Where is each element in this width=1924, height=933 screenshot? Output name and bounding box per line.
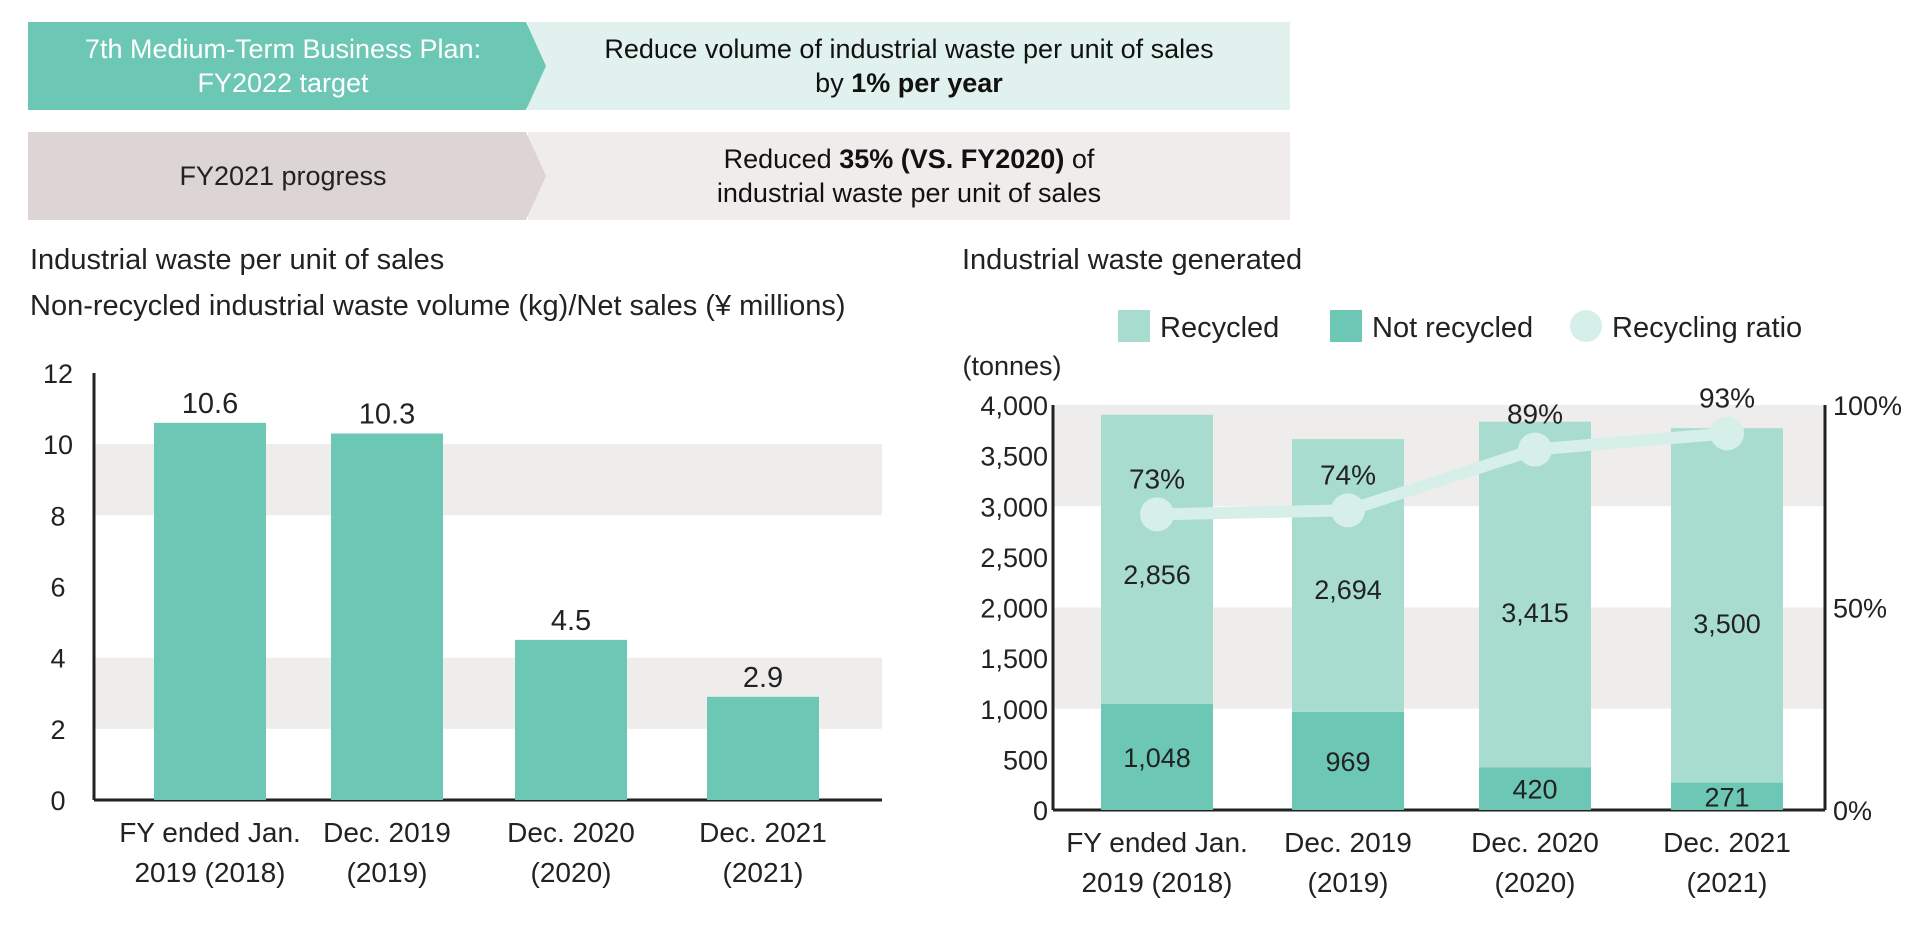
target-banner: 7th Medium-Term Business Plan: FY2022 ta… xyxy=(28,22,1290,110)
chart2-x-tick-label: (2021) xyxy=(1687,867,1768,898)
chart2-x-tick-label: Dec. 2019 xyxy=(1284,827,1412,858)
target-banner-label: 7th Medium-Term Business Plan: FY2022 ta… xyxy=(28,22,538,110)
chart2-bar-recycled xyxy=(1671,428,1783,783)
chart2-data-label-not-recycled: 969 xyxy=(1325,747,1370,777)
progress-banner-text: Reduced 35% (VS. FY2020) of industrial w… xyxy=(528,132,1290,220)
chart2-ratio-point xyxy=(1331,493,1365,528)
chart2-y-tick-label: 3,500 xyxy=(980,442,1048,472)
chart2-legend-label: Not recycled xyxy=(1372,312,1533,344)
chart1-y-tick-label: 4 xyxy=(50,644,65,674)
chart2-data-label-recycled: 3,500 xyxy=(1693,609,1761,639)
chart2-bar-not-recycled xyxy=(1292,711,1404,810)
chart1-x-tick-label: Dec. 2021 xyxy=(699,817,827,848)
chart2-bar-recycled xyxy=(1479,421,1591,768)
chart2-legend-swatch xyxy=(1330,310,1362,342)
chart2-y-tick-label: 1,500 xyxy=(980,644,1048,674)
chart2-ratio-label: 93% xyxy=(1699,382,1755,413)
target-banner-text-prefix: by xyxy=(815,68,852,98)
chart2-data-label-recycled: 3,415 xyxy=(1501,598,1569,628)
chart1-x-tick-label: FY ended Jan. xyxy=(119,817,301,848)
target-banner-label-line1: 7th Medium-Term Business Plan: xyxy=(84,34,482,64)
chart1-bar xyxy=(707,696,819,800)
chart2-ratio-label: 73% xyxy=(1129,463,1185,494)
progress-banner-text-line1: Reduced 35% (VS. FY2020) of xyxy=(717,142,1101,176)
chart2-y-tick-label: 500 xyxy=(1003,745,1048,775)
chart2-legend-swatch xyxy=(1118,310,1150,342)
chart2-ratio-label: 89% xyxy=(1507,399,1563,430)
chart2-data-label-recycled: 2,856 xyxy=(1123,560,1191,590)
target-banner-text-line2: by 1% per year xyxy=(604,66,1213,100)
target-banner-label-line2: FY2022 target xyxy=(197,68,369,98)
progress-text-prefix: Reduced xyxy=(723,144,840,174)
chart1-y-tick-label: 10 xyxy=(43,430,73,460)
chart2-ratio-label: 74% xyxy=(1320,459,1376,490)
chart2-bar-recycled xyxy=(1101,414,1213,704)
target-banner-text-bold: 1% per year xyxy=(851,68,1003,98)
chart2-y2-tick-label: 100% xyxy=(1833,391,1902,421)
progress-banner-label-text: FY2021 progress xyxy=(179,161,387,191)
progress-banner-label: FY2021 progress xyxy=(28,132,538,220)
chart2-bar-not-recycled xyxy=(1671,782,1783,810)
chart2-ratio-point xyxy=(1140,497,1174,532)
chart2-x-tick-label: (2020) xyxy=(1495,867,1576,898)
chart1-y-tick-label: 2 xyxy=(50,715,65,745)
chart2-title: Industrial waste generated xyxy=(962,244,1303,276)
chart1-data-label: 10.3 xyxy=(359,398,415,430)
chart1-y-tick-label: 6 xyxy=(50,573,65,603)
target-banner-shape xyxy=(28,22,1290,110)
target-banner-text: Reduce volume of industrial waste per un… xyxy=(528,22,1290,110)
chart1-data-label: 2.9 xyxy=(743,662,783,694)
chart1-x-tick-label: (2020) xyxy=(531,857,612,888)
chart2-x-tick-label: Dec. 2021 xyxy=(1663,827,1791,858)
chart1-y-tick-label: 0 xyxy=(50,786,65,816)
chart2-data-label-not-recycled: 1,048 xyxy=(1123,743,1191,773)
chart2-y-tick-label: 2,000 xyxy=(980,594,1048,624)
chart2-y-tick-label: 0 xyxy=(1033,796,1048,826)
chart1-y-tick-label: 12 xyxy=(43,359,73,389)
chart2-data-label-not-recycled: 271 xyxy=(1704,782,1749,812)
chart2-x-tick-label: Dec. 2020 xyxy=(1471,827,1599,858)
progress-text-suffix: of xyxy=(1064,144,1095,174)
chart2-ratio-point xyxy=(1518,432,1552,467)
chart2-legend-label: Recycling ratio xyxy=(1612,312,1802,344)
chart1-bar xyxy=(331,433,443,800)
chart1-data-label: 4.5 xyxy=(551,605,591,637)
chart2-y-tick-label: 3,000 xyxy=(980,492,1048,522)
target-banner-text-line1: Reduce volume of industrial waste per un… xyxy=(604,34,1214,64)
chart1-x-tick-label: (2021) xyxy=(723,857,804,888)
chart2-bar-not-recycled xyxy=(1479,767,1591,810)
progress-banner-shape xyxy=(28,132,1290,220)
chart2-x-tick-label: 2019 (2018) xyxy=(1081,867,1232,898)
chart2-data-label-not-recycled: 420 xyxy=(1512,775,1557,805)
chart2-bar-not-recycled xyxy=(1101,703,1213,810)
chart2-legend-swatch xyxy=(1570,310,1602,342)
progress-banner-text-line2: industrial waste per unit of sales xyxy=(716,178,1102,208)
chart2-y-tick-label: 2,500 xyxy=(980,543,1048,573)
chart1-x-tick-label: Dec. 2019 xyxy=(323,817,451,848)
chart2-x-tick-label: FY ended Jan. xyxy=(1066,827,1248,858)
chart1-title: Industrial waste per unit of sales xyxy=(30,244,445,276)
chart1-bar xyxy=(154,422,266,800)
chart2-x-tick-label: (2019) xyxy=(1308,867,1389,898)
chart2-y2-tick-label: 0% xyxy=(1833,796,1872,826)
chart1-subtitle: Non-recycled industrial waste volume (kg… xyxy=(30,290,846,322)
chart2-ratio-point xyxy=(1710,416,1744,451)
chart2-bar-recycled xyxy=(1292,439,1404,712)
progress-text-bold: 35% (VS. FY2020) xyxy=(839,144,1065,174)
chart2-y-tick-label: 4,000 xyxy=(980,391,1048,421)
chart2-data-label-recycled: 2,694 xyxy=(1314,575,1382,605)
chart1-x-tick-label: Dec. 2020 xyxy=(507,817,635,848)
progress-banner: FY2021 progress Reduced 35% (VS. FY2020)… xyxy=(28,132,1290,220)
chart2-y-unit: (tonnes) xyxy=(962,351,1061,381)
chart2-y-tick-label: 1,000 xyxy=(980,695,1048,725)
chart1-x-tick-label: 2019 (2018) xyxy=(134,857,285,888)
chart2-y2-tick-label: 50% xyxy=(1833,594,1887,624)
chart1-data-label: 10.6 xyxy=(182,388,238,420)
chart2-legend-label: Recycled xyxy=(1160,312,1279,344)
chart1-x-tick-label: (2019) xyxy=(347,857,428,888)
chart1-bar xyxy=(515,639,627,800)
chart2-ratio-line xyxy=(1156,427,1728,521)
chart1-y-tick-label: 8 xyxy=(50,501,65,531)
